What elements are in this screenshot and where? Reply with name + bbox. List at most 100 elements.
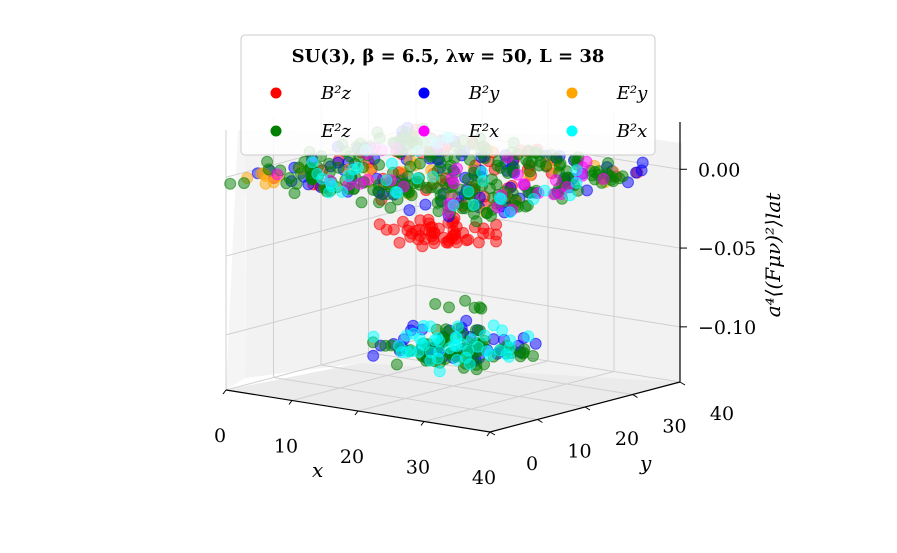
scatter-point [428, 237, 441, 250]
scatter-point [332, 161, 345, 174]
scatter-point [367, 183, 380, 196]
scatter-point [518, 343, 531, 356]
scatter-point [602, 157, 614, 170]
scatter-point [404, 160, 417, 173]
scatter-point [390, 358, 403, 371]
scatter-point [447, 199, 460, 212]
scatter-point [405, 227, 418, 240]
legend: SU(3), β = 6.5, λw = 50, L = 38 B²z B²y E²… [240, 34, 656, 156]
scatter-point [527, 193, 540, 205]
scatter-point [570, 164, 583, 177]
scatter-point [616, 170, 629, 183]
scatter-point [503, 350, 516, 363]
y-tick-label: 10 [567, 441, 591, 463]
scatter-point [439, 323, 452, 336]
scatter-point [336, 185, 348, 198]
tick-labels: 0 10 20 30 40 0 10 20 30 40 0.00 −0.05 −0.10 [214, 159, 756, 489]
scatter-point [238, 177, 250, 190]
z-axis-label: a⁴⟨(Fμν)²⟩lat [761, 192, 785, 318]
scatter-point [496, 324, 509, 337]
y-tick-label: 40 [710, 403, 734, 425]
scatter-point [373, 196, 385, 209]
scatter-point [224, 177, 237, 190]
scatter-point [400, 329, 413, 342]
scatter-point [411, 172, 424, 185]
scatter-point [403, 204, 416, 217]
scatter-point [597, 172, 610, 185]
scatter-point [511, 168, 524, 181]
y-tick-label: 0 [526, 453, 538, 475]
scatter-point [450, 353, 463, 366]
y-tick-label: 20 [615, 428, 639, 450]
scatter-point [347, 163, 360, 176]
x-tick-mark [354, 410, 359, 416]
scatter-point [524, 165, 536, 178]
scatter-point [431, 352, 444, 365]
side-wall-pane [226, 130, 245, 390]
scatter-point [384, 201, 397, 214]
scatter-point [495, 193, 508, 206]
scatter-point [481, 207, 493, 219]
scatter-point [288, 187, 301, 200]
legend-title: SU(3), β = 6.5, λw = 50, L = 38 [292, 46, 605, 67]
scatter-point [460, 234, 473, 247]
scatter-point [367, 349, 380, 362]
scatter-point [433, 365, 446, 378]
floor-grid-line [320, 364, 586, 408]
scatter-point [425, 181, 438, 194]
scatter-point [459, 294, 472, 307]
scatter-point [447, 177, 460, 190]
y-tick-mark [632, 394, 638, 398]
scatter-point [564, 189, 577, 202]
legend-marker [566, 87, 578, 99]
scatter-point [529, 337, 542, 350]
scatter-point [448, 339, 460, 352]
scatter-point [429, 298, 442, 310]
floor-grid-line [423, 371, 615, 422]
legend-label: B²x [616, 121, 648, 142]
legend-marker [270, 125, 282, 137]
scatter-point [373, 218, 386, 231]
scatter-point [463, 358, 476, 371]
x-tick-mark [288, 400, 293, 405]
scatter-point [467, 198, 480, 211]
scatter-point [417, 319, 430, 332]
legend-marker [418, 87, 430, 99]
scatter-point [412, 346, 425, 358]
scatter-point [431, 331, 444, 344]
axes [222, 122, 687, 437]
z-tick-label: −0.05 [698, 238, 756, 260]
scatter-point [554, 157, 567, 170]
scatter-point [504, 334, 517, 347]
scatter-point [395, 346, 408, 359]
y-tick-mark [537, 419, 543, 423]
x-tick-label: 30 [406, 457, 430, 479]
x-tick-label: 0 [214, 425, 226, 447]
scatter-point [294, 167, 307, 180]
legend-label: E²z [320, 121, 351, 142]
floor-pane [226, 363, 680, 432]
scatter-point [367, 330, 380, 343]
y-tick-mark [489, 431, 496, 436]
z-tick-label: 0.00 [698, 159, 740, 181]
scatter-point [630, 166, 642, 179]
scatter-point [262, 163, 275, 176]
scatter-point [503, 206, 516, 219]
legend-label: E²x [468, 121, 500, 142]
y-axis-label: y [639, 451, 652, 475]
scatter-point [443, 301, 455, 314]
scatter-point [280, 177, 293, 190]
legend-marker [270, 87, 282, 99]
scatter-point [391, 186, 404, 199]
scatter-point [451, 320, 464, 333]
scatter-point [481, 345, 494, 358]
x-tick-label: 20 [340, 446, 364, 468]
scatter-point [419, 198, 432, 211]
scatter-point [468, 301, 481, 314]
scatter-point [405, 189, 418, 202]
x-tick-mark [222, 389, 227, 395]
y-tick-mark [584, 406, 591, 411]
scatter-point [393, 236, 406, 249]
x-tick-mark [420, 421, 425, 426]
legend-label: B²y [468, 83, 500, 104]
